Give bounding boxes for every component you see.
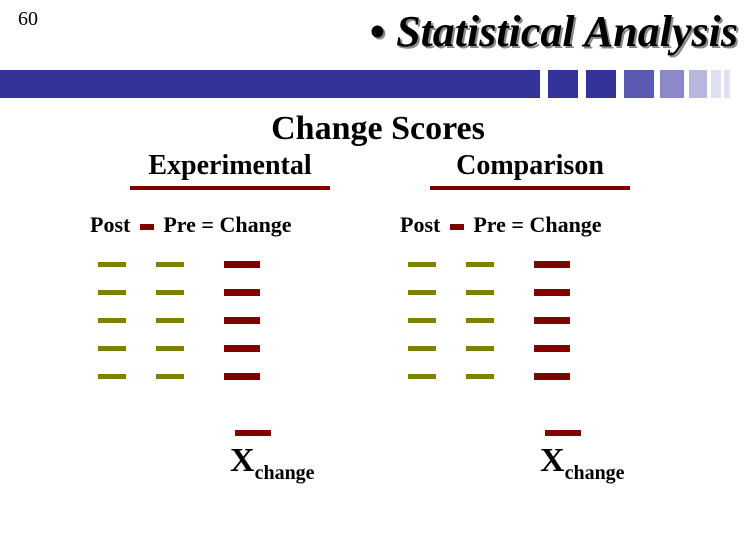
minus-icon bbox=[140, 224, 154, 230]
dash-row bbox=[90, 250, 360, 278]
dash-change bbox=[224, 317, 260, 324]
minus-icon bbox=[450, 224, 464, 230]
dash-row bbox=[400, 362, 670, 390]
accent-bar-segment bbox=[724, 70, 730, 98]
xchange-label: Xchange bbox=[230, 442, 315, 485]
dash-pre bbox=[466, 318, 494, 323]
dash-post bbox=[98, 318, 126, 323]
formula-change: Change bbox=[219, 212, 291, 237]
dash-pre bbox=[156, 346, 184, 351]
slide-title: • Statistical Analysis bbox=[370, 6, 738, 57]
dash-post bbox=[98, 374, 126, 379]
dash-row bbox=[90, 278, 360, 306]
xchange-symbol: X bbox=[230, 442, 255, 479]
dash-change bbox=[534, 261, 570, 268]
dashes-area bbox=[90, 250, 670, 390]
dash-pre bbox=[466, 346, 494, 351]
accent-bar-segment bbox=[689, 70, 707, 98]
group-experimental-underline bbox=[130, 186, 330, 190]
dash-row bbox=[400, 306, 670, 334]
dash-pre bbox=[466, 374, 494, 379]
formula-post: Post bbox=[90, 212, 130, 237]
group-experimental-label: Experimental bbox=[148, 150, 311, 184]
dash-change bbox=[534, 345, 570, 352]
formula-equals: = bbox=[511, 212, 524, 237]
xchange-label: Xchange bbox=[540, 442, 625, 485]
dash-pre bbox=[156, 318, 184, 323]
accent-bar-main bbox=[0, 70, 540, 98]
group-comparison: Comparison bbox=[400, 150, 660, 190]
accent-bar-segment bbox=[586, 70, 616, 98]
xbar-line-icon bbox=[235, 430, 271, 436]
title-bullet: • bbox=[370, 7, 385, 56]
subtitle: Change Scores bbox=[0, 110, 756, 148]
formula-change: Change bbox=[529, 212, 601, 237]
dash-pre bbox=[466, 290, 494, 295]
dash-change bbox=[224, 261, 260, 268]
accent-bar-segment bbox=[711, 70, 721, 98]
dash-change bbox=[224, 289, 260, 296]
dash-post bbox=[408, 346, 436, 351]
group-comparison-label: Comparison bbox=[456, 150, 604, 184]
group-labels-row: Experimental Comparison bbox=[100, 150, 660, 190]
formula-pre: Pre bbox=[473, 212, 506, 237]
dash-row bbox=[90, 362, 360, 390]
accent-bar bbox=[0, 70, 756, 98]
dash-row bbox=[400, 334, 670, 362]
dash-post bbox=[408, 262, 436, 267]
dash-change bbox=[534, 317, 570, 324]
dash-row bbox=[400, 278, 670, 306]
accent-bar-segment bbox=[660, 70, 684, 98]
dash-row bbox=[90, 334, 360, 362]
formula-pre: Pre bbox=[163, 212, 196, 237]
dash-post bbox=[408, 374, 436, 379]
xchange-symbol: X bbox=[540, 442, 565, 479]
dash-pre bbox=[156, 374, 184, 379]
dash-row bbox=[90, 306, 360, 334]
formula-post: Post bbox=[400, 212, 440, 237]
page-number: 60 bbox=[18, 8, 38, 31]
dash-pre bbox=[156, 290, 184, 295]
group-comparison-underline bbox=[430, 186, 630, 190]
dash-post bbox=[98, 262, 126, 267]
accent-bar-segment bbox=[624, 70, 654, 98]
dash-change bbox=[534, 373, 570, 380]
formula-equals: = bbox=[201, 212, 214, 237]
dash-block-left bbox=[90, 250, 360, 390]
formula-right: Post Pre = Change bbox=[400, 212, 670, 238]
dash-post bbox=[408, 290, 436, 295]
dash-row bbox=[400, 250, 670, 278]
accent-bar-segment bbox=[548, 70, 578, 98]
group-experimental: Experimental bbox=[100, 150, 360, 190]
dash-change bbox=[224, 345, 260, 352]
xchange-subscript: change bbox=[565, 462, 625, 484]
dash-pre bbox=[466, 262, 494, 267]
dash-post bbox=[98, 346, 126, 351]
dash-post bbox=[408, 318, 436, 323]
title-text: Statistical Analysis bbox=[396, 7, 738, 56]
dash-pre bbox=[156, 262, 184, 267]
xbar-line-icon bbox=[545, 430, 581, 436]
formula-row: Post Pre = Change Post Pre = Change bbox=[90, 212, 670, 238]
xchange-subscript: change bbox=[255, 462, 315, 484]
dash-block-right bbox=[400, 250, 670, 390]
dash-change bbox=[224, 373, 260, 380]
dash-post bbox=[98, 290, 126, 295]
formula-left: Post Pre = Change bbox=[90, 212, 360, 238]
dash-change bbox=[534, 289, 570, 296]
